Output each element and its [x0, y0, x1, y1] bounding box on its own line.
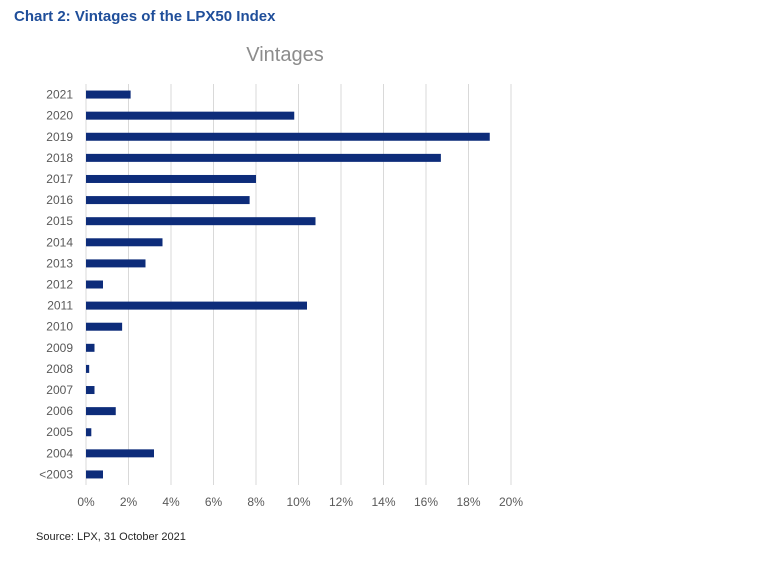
bar	[86, 280, 103, 289]
bar	[86, 301, 307, 310]
y-tick-label: 2017	[46, 172, 73, 186]
y-tick-label: 2009	[46, 341, 73, 355]
bar	[86, 386, 95, 395]
y-tick-label: <2003	[39, 467, 73, 481]
y-axis-labels: 2021 2020 2019 2018 2017 2016 2015 2014 2013 2012…	[39, 88, 73, 482]
x-tick-label: 14%	[371, 495, 395, 509]
bar	[86, 470, 103, 479]
bar	[86, 428, 92, 437]
bar	[86, 196, 250, 205]
x-tick-label: 16%	[414, 495, 438, 509]
y-tick-label: 2011	[47, 299, 73, 313]
x-tick-label: 0%	[77, 495, 95, 509]
y-tick-label: 2006	[46, 404, 73, 418]
y-tick-label: 2007	[46, 383, 73, 397]
bar	[86, 217, 316, 226]
y-tick-label: 2015	[46, 214, 73, 228]
bar	[86, 238, 163, 247]
page-heading: Chart 2: Vintages of the LPX50 Index	[14, 8, 276, 25]
x-tick-label: 4%	[162, 495, 180, 509]
y-tick-label: 2013	[46, 256, 73, 270]
bars	[86, 90, 490, 479]
x-tick-label: 8%	[247, 495, 265, 509]
x-tick-label: 12%	[329, 495, 353, 509]
x-tick-label: 20%	[499, 495, 523, 509]
y-tick-label: 2018	[46, 151, 73, 165]
x-tick-label: 2%	[120, 495, 138, 509]
bar	[86, 343, 95, 352]
x-axis-labels: 0% 2% 4% 6% 8% 10% 12% 14% 16% 18% 20%	[77, 495, 523, 509]
y-tick-label: 2019	[46, 130, 73, 144]
y-tick-label: 2020	[46, 109, 73, 123]
bar	[86, 364, 90, 373]
bar	[86, 153, 441, 162]
y-tick-label: 2010	[46, 320, 73, 334]
bar	[86, 90, 131, 99]
bar	[86, 259, 146, 268]
bar	[86, 407, 116, 416]
bar	[86, 322, 123, 331]
y-tick-label: 2016	[46, 193, 73, 207]
source-note: Source: LPX, 31 October 2021	[36, 531, 186, 543]
y-tick-label: 2012	[46, 278, 73, 292]
y-tick-label: 2021	[46, 88, 73, 102]
y-tick-label: 2005	[46, 425, 73, 439]
bar	[86, 174, 256, 183]
gridlines	[85, 84, 512, 485]
bar	[86, 111, 295, 120]
chart-title: Vintages	[246, 44, 323, 66]
x-tick-label: 18%	[456, 495, 480, 509]
y-tick-label: 2004	[46, 446, 73, 460]
y-tick-label: 2008	[46, 362, 73, 376]
bar	[86, 132, 490, 141]
y-tick-label: 2014	[46, 235, 73, 249]
x-tick-label: 6%	[205, 495, 223, 509]
bar	[86, 449, 154, 458]
x-tick-label: 10%	[286, 495, 310, 509]
